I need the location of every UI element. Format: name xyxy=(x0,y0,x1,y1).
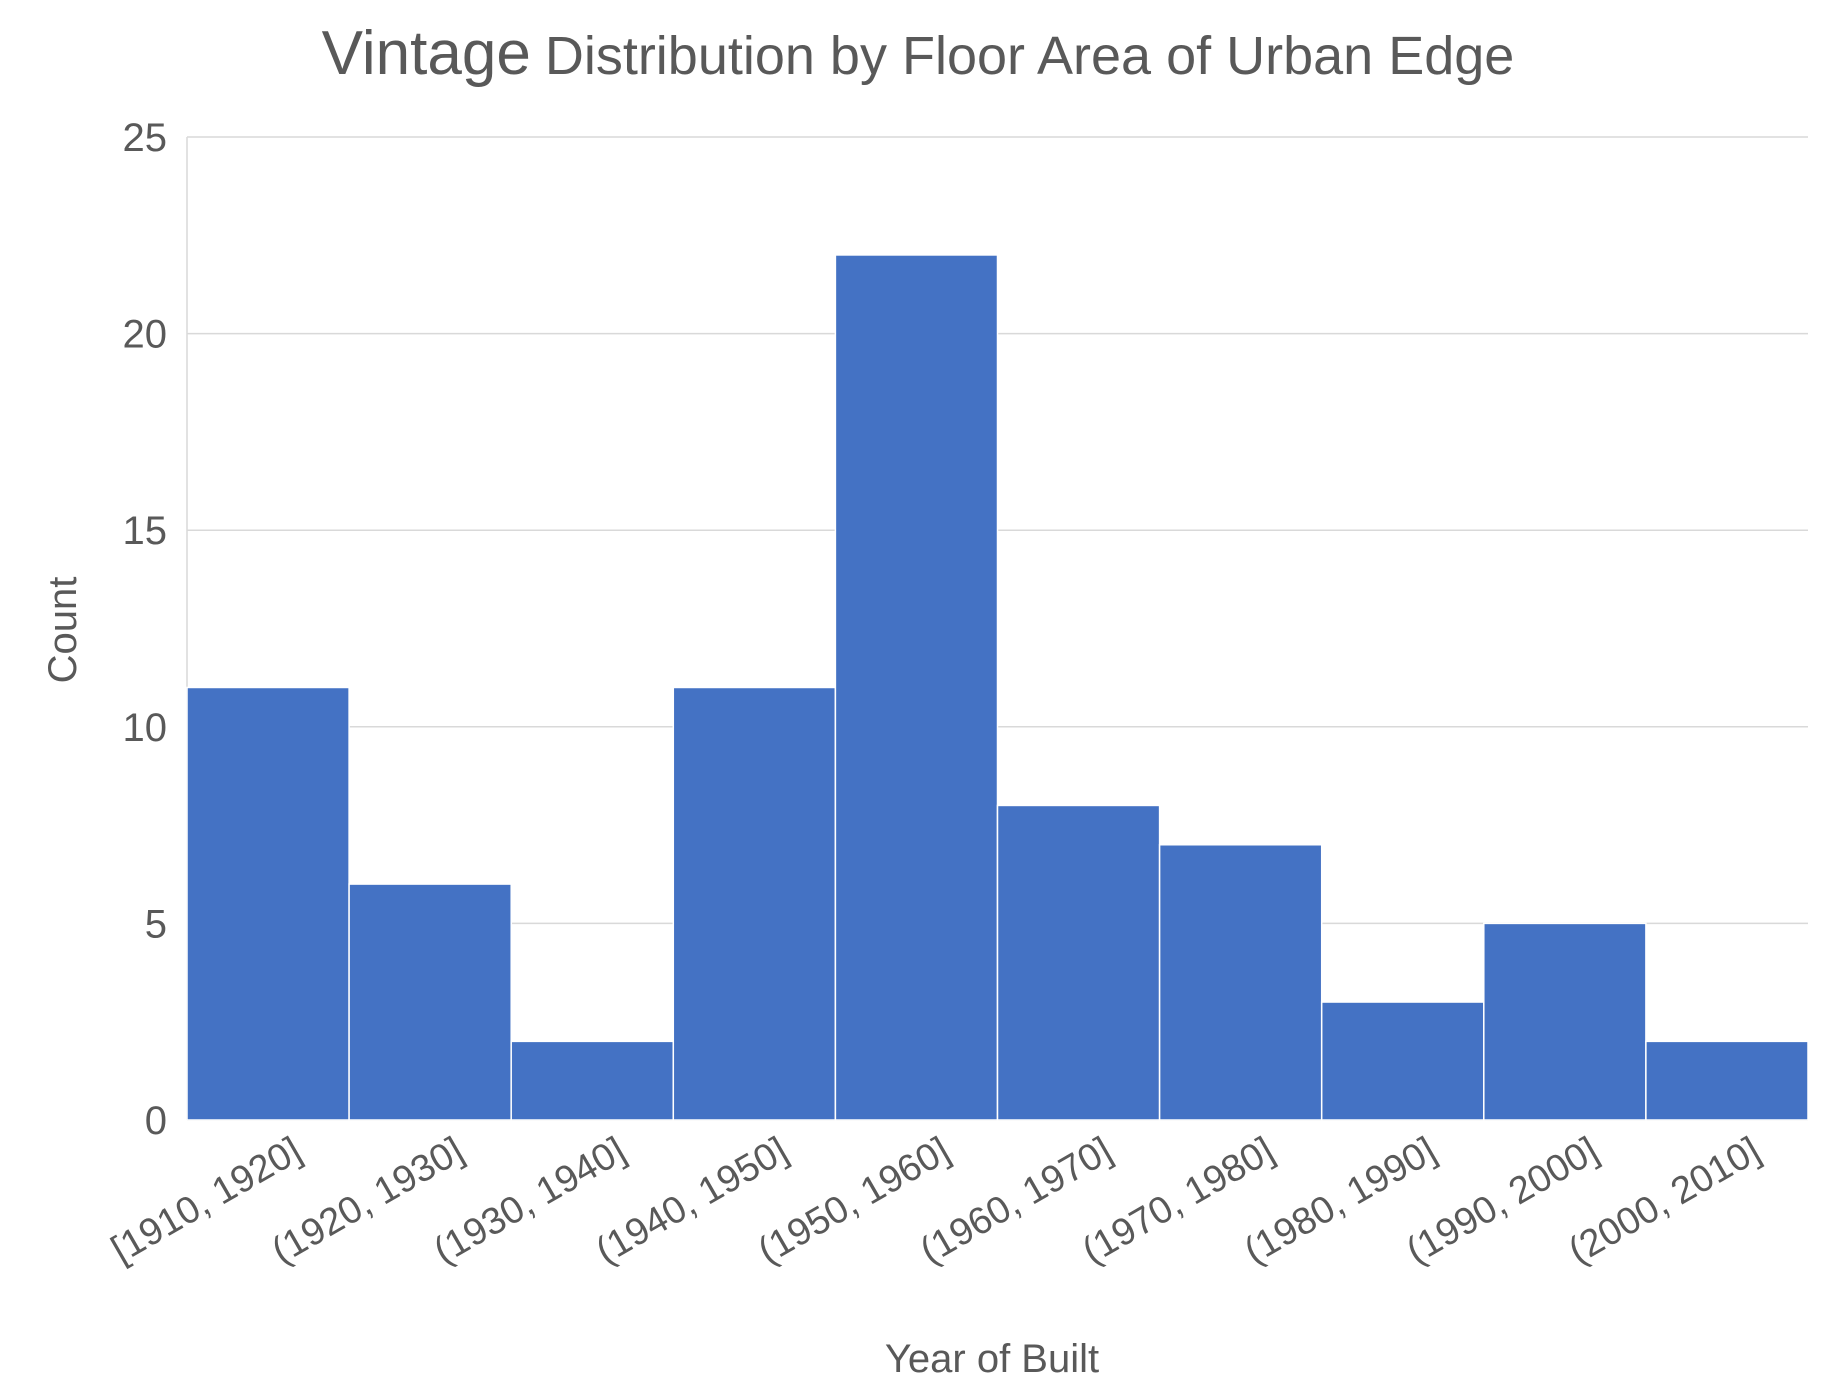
y-tick-label: 0 xyxy=(145,1099,167,1143)
histogram-bar xyxy=(510,1040,675,1121)
y-tick-label: 25 xyxy=(123,116,168,160)
histogram-bar xyxy=(834,254,999,1121)
y-tick-label: 10 xyxy=(123,706,168,750)
histogram-bar xyxy=(1320,1001,1485,1121)
chart-title-part: Distribution by Floor Area of Urban Edge xyxy=(545,26,1515,86)
x-axis-label: Year of Built xyxy=(885,1337,1099,1381)
histogram-bar xyxy=(1483,922,1647,1121)
y-tick-label: 15 xyxy=(123,509,168,553)
y-tick-label: 20 xyxy=(123,313,168,357)
histogram-bar xyxy=(186,686,350,1121)
y-tick-labels: 0 5 10 15 20 25 xyxy=(123,116,168,1143)
chart-title: Vintage Distribution by Floor Area of Urb… xyxy=(322,19,1515,88)
histogram-bar xyxy=(1158,844,1323,1121)
histogram-bar xyxy=(672,686,837,1121)
histogram-bar xyxy=(996,804,1161,1121)
bars xyxy=(186,254,1809,1121)
chart-title-part: Vintage xyxy=(322,19,531,88)
histogram-bar xyxy=(348,883,512,1121)
histogram-bar xyxy=(1645,1040,1809,1121)
y-tick-label: 5 xyxy=(145,902,167,946)
y-axis-label: Count xyxy=(41,577,85,684)
x-tick-labels: [1910, 1920](1920, 1930](1930, 1940](194… xyxy=(105,1129,1768,1272)
